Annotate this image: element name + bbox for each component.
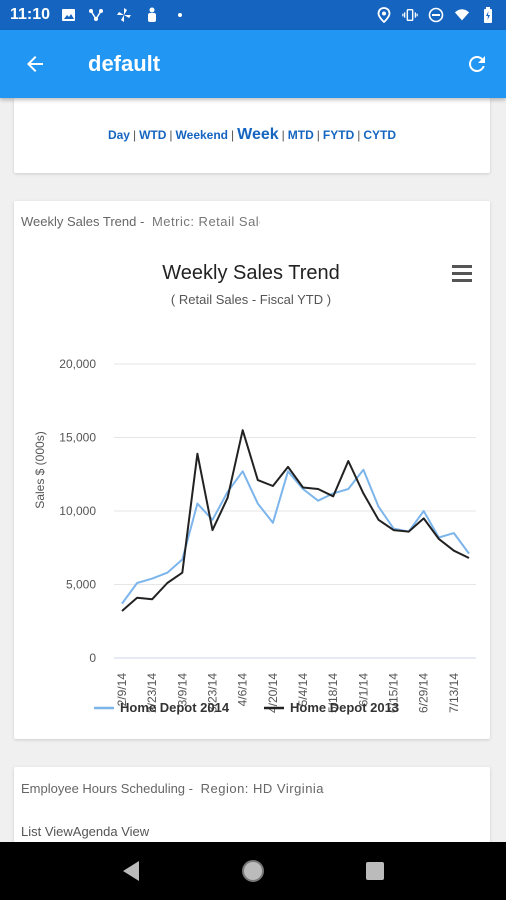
series-line[interactable]	[121, 468, 470, 605]
x-tick-label: 3/9/14	[175, 673, 189, 707]
view-options[interactable]: List ViewAgenda View	[21, 824, 150, 839]
location-icon	[376, 7, 392, 23]
x-tick-label: 5/4/14	[296, 673, 310, 707]
period-selector-card: Day | WTD | Weekend | Week | MTD | FYTD | CYTD	[14, 98, 490, 173]
hamburger-menu-icon[interactable]	[452, 265, 472, 282]
y-axis-label: Sales $ (000s)	[33, 431, 47, 508]
period-separator: |	[357, 128, 361, 142]
legend-label: Home Depot 2014	[120, 700, 230, 715]
period-separator: |	[281, 128, 285, 142]
chart-subtitle: ( Retail Sales - Fiscal YTD )	[171, 292, 331, 307]
sales-card-header: Weekly Sales Trend - Metric: Retail Sale…	[21, 214, 260, 229]
back-triangle-icon	[123, 861, 139, 881]
y-tick-label: 10,000	[59, 504, 96, 518]
employee-hours-card: Employee Hours Scheduling - Region: HD V…	[14, 767, 490, 842]
system-nav-bar	[0, 842, 506, 900]
period-option-mtd[interactable]: MTD	[287, 128, 314, 142]
x-tick-label: 4/20/14	[266, 673, 280, 713]
back-button[interactable]	[0, 30, 70, 98]
fan-icon	[116, 7, 132, 23]
nav-back-button[interactable]	[111, 851, 151, 891]
y-tick-label: 15,000	[59, 431, 96, 445]
status-bar: 11:10	[0, 0, 506, 30]
wifi-icon	[454, 7, 470, 23]
chart-title: Weekly Sales Trend	[162, 262, 340, 284]
image-icon	[60, 7, 76, 23]
app-bar: default	[0, 30, 506, 98]
page-title: default	[88, 51, 161, 76]
period-selector: Day | WTD | Weekend | Week | MTD | FYTD | CYTD	[14, 126, 490, 144]
period-separator: |	[132, 128, 137, 142]
legend-item[interactable]: Home Depot 2013	[264, 700, 399, 715]
sales-trend-card: Weekly Sales Trend - Metric: Retail Sale…	[14, 201, 490, 739]
employee-card-label: Employee Hours Scheduling -	[21, 781, 193, 796]
legend-label: Home Depot 2013	[290, 700, 399, 715]
period-option-week[interactable]: Week	[237, 126, 279, 143]
series-line[interactable]	[121, 429, 470, 612]
y-tick-label: 0	[89, 651, 96, 665]
vibrate-icon	[402, 7, 418, 23]
battery-icon	[480, 7, 496, 23]
dnd-icon	[428, 7, 444, 23]
period-option-wtd[interactable]: WTD	[139, 128, 167, 142]
employee-card-header: Employee Hours Scheduling - Region: HD V…	[21, 781, 324, 796]
period-option-weekend[interactable]: Weekend	[175, 128, 229, 142]
refresh-button[interactable]	[448, 30, 506, 98]
period-separator: |	[316, 128, 320, 142]
x-tick-label: 6/29/14	[417, 673, 431, 713]
period-option-cytd[interactable]: CYTD	[363, 128, 397, 142]
period-separator: |	[231, 128, 235, 142]
home-circle-icon	[242, 860, 264, 882]
y-tick-label: 5,000	[66, 578, 96, 592]
legend-item[interactable]: Home Depot 2014	[94, 700, 230, 715]
nav-recents-button[interactable]	[355, 851, 395, 891]
x-tick-label: 3/23/14	[206, 673, 220, 713]
series-home-depot-2013[interactable]	[121, 429, 470, 612]
status-time: 11:10	[10, 6, 51, 23]
period-option-day[interactable]: Day	[107, 128, 130, 142]
x-tick-label: 4/6/14	[236, 673, 250, 707]
series-home-depot-2014[interactable]	[121, 468, 470, 605]
content-scroll[interactable]: Day | WTD | Weekend | Week | MTD | FYTD | CYTD Weekl…	[0, 98, 506, 842]
x-tick-label: 7/13/14	[447, 673, 461, 713]
x-tick-label: 2/23/14	[145, 673, 159, 713]
period-separator: |	[169, 128, 173, 142]
x-tick-label: 6/15/14	[387, 673, 401, 713]
nav-home-button[interactable]	[233, 851, 273, 891]
x-tick-label: 5/18/14	[326, 673, 340, 713]
network-icon	[88, 7, 104, 23]
dot-icon	[172, 7, 188, 23]
refresh-icon	[469, 56, 485, 72]
recents-square-icon	[366, 862, 384, 880]
region-label[interactable]: Region: HD Virginia	[200, 781, 325, 796]
weekly-sales-chart: Weekly Sales Trend ( Retail Sales - Fisc…	[33, 262, 476, 715]
x-tick-label: 2/9/14	[115, 673, 129, 707]
figure-icon	[144, 7, 160, 23]
period-option-fytd[interactable]: FYTD	[322, 128, 355, 142]
metric-label[interactable]: Metric: Retail Sales	[151, 214, 260, 229]
y-tick-label: 20,000	[59, 357, 96, 371]
sales-card-label: Weekly Sales Trend -	[21, 214, 145, 229]
x-tick-label: 6/1/14	[356, 673, 370, 707]
arrow-back-icon	[27, 56, 43, 72]
